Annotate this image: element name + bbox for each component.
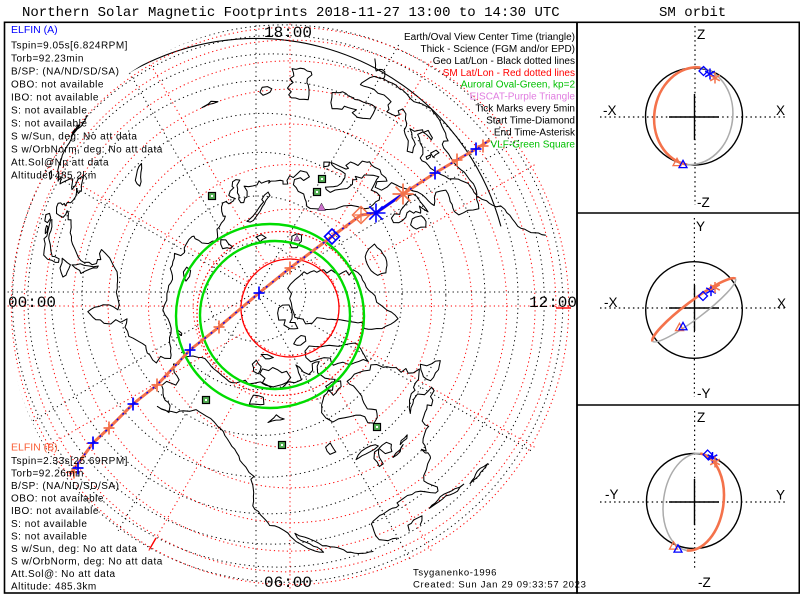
svg-text:SM Lat/Lon - Red dotted lines: SM Lat/Lon - Red dotted lines (443, 68, 575, 79)
svg-text:B/SP: (NA/ND/SD/SA): B/SP: (NA/ND/SD/SA) (11, 67, 119, 78)
svg-text:-X: -X (603, 103, 617, 118)
svg-text:OBO: not available: OBO: not available (11, 80, 104, 91)
svg-text:ELFIN (B): ELFIN (B) (11, 442, 58, 454)
svg-text:Altitude: 485.3km: Altitude: 485.3km (11, 582, 97, 593)
svg-text:-X: -X (604, 295, 618, 310)
svg-text:-Z: -Z (698, 575, 711, 590)
svg-text:Earth/Oval View Center Time (t: Earth/Oval View Center Time (triangle) (404, 32, 575, 43)
svg-text:Northern Solar Magnetic Footpr: Northern Solar Magnetic Footprints 2018-… (22, 5, 560, 21)
svg-text:Auroral Oval-Green, kp=2: Auroral Oval-Green, kp=2 (461, 80, 576, 91)
svg-text:B/SP: (NA/ND/SD/SA): B/SP: (NA/ND/SD/SA) (11, 481, 119, 492)
svg-text:VLF-Green Square: VLF-Green Square (491, 139, 576, 150)
svg-text:Y: Y (696, 219, 705, 234)
svg-text:Tsyganenko-1996: Tsyganenko-1996 (413, 568, 497, 579)
svg-text:Geo Lat/Lon - Black dotted lin: Geo Lat/Lon - Black dotted lines (433, 56, 575, 67)
svg-text:-Y: -Y (605, 487, 619, 502)
svg-text:00:00: 00:00 (8, 294, 56, 312)
svg-text:IBO: not available: IBO: not available (11, 506, 99, 517)
svg-text:18:00: 18:00 (264, 24, 312, 42)
svg-text:IBO: not available: IBO: not available (11, 93, 99, 104)
svg-text:S: not available: S: not available (11, 119, 87, 130)
svg-text:Tspin=9.05s[6.824RPM]: Tspin=9.05s[6.824RPM] (11, 41, 128, 52)
svg-text:EISCAT-Purple Triangle: EISCAT-Purple Triangle (470, 92, 576, 103)
svg-text:End Time-Asterisk: End Time-Asterisk (494, 127, 576, 138)
svg-text:Att.Sol@: No att data: Att.Sol@: No att data (11, 569, 116, 580)
svg-text:S w/Sun, deg: No att data: S w/Sun, deg: No att data (11, 132, 137, 143)
svg-text:SM orbit: SM orbit (659, 5, 726, 21)
svg-text:Torb=92.23min: Torb=92.23min (11, 54, 84, 65)
svg-text:12:00: 12:00 (529, 294, 577, 312)
svg-text:-Z: -Z (697, 195, 710, 210)
svg-text:Z: Z (697, 410, 705, 425)
svg-text:Altitude: 485.2km: Altitude: 485.2km (11, 171, 97, 182)
svg-text:06:00: 06:00 (264, 574, 312, 592)
svg-text:Tspin=2.33s[25.69RPM]: Tspin=2.33s[25.69RPM] (11, 456, 128, 467)
svg-text:S w/Sun, deg: No att data: S w/Sun, deg: No att data (11, 544, 137, 555)
svg-text:Start Time-Diamond: Start Time-Diamond (486, 116, 575, 127)
svg-text:S: not available: S: not available (11, 106, 87, 117)
svg-text:Tick Marks every 5min: Tick Marks every 5min (475, 104, 575, 115)
svg-text:Torb=92.26min: Torb=92.26min (11, 469, 84, 480)
svg-text:X: X (777, 296, 786, 311)
svg-text:S: not available: S: not available (11, 519, 87, 530)
svg-text:Att.Sol@Np att data: Att.Sol@Np att data (11, 158, 109, 169)
svg-text:S w/OrbNorm, deg: No att data: S w/OrbNorm, deg: No att data (11, 145, 163, 156)
svg-text:OBO: not available: OBO: not available (11, 494, 104, 505)
svg-text:-Y: -Y (697, 386, 711, 401)
svg-text:ELFIN (A): ELFIN (A) (11, 24, 58, 36)
svg-text:X: X (776, 103, 785, 118)
svg-text:Z: Z (697, 27, 705, 42)
svg-text:Created: Sun Jan 29 09:33:57 2: Created: Sun Jan 29 09:33:57 2023 (413, 580, 587, 591)
svg-text:S w/OrbNorm, deg: No att data: S w/OrbNorm, deg: No att data (11, 556, 163, 567)
svg-text:S: not available: S: not available (11, 531, 87, 542)
svg-text:Thick - Science (FGM and/or EP: Thick - Science (FGM and/or EPD) (421, 44, 575, 55)
svg-text:Y: Y (776, 488, 785, 503)
